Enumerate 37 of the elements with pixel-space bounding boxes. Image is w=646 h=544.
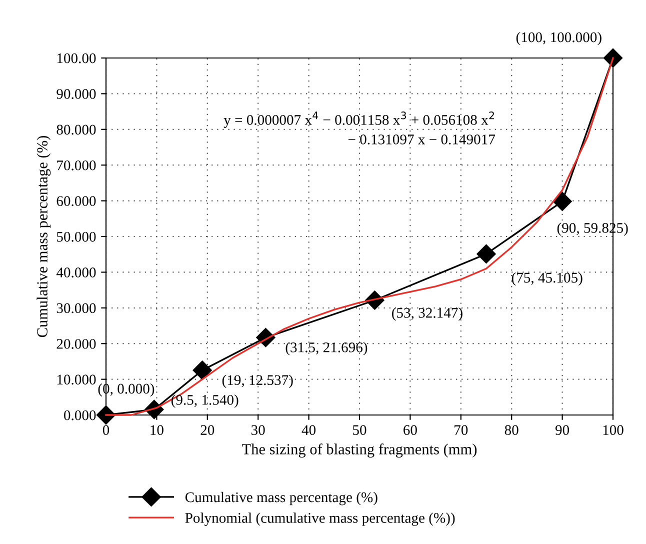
x-tick-label: 60 <box>404 425 417 435</box>
y-tick-label: 20.000 <box>56 338 96 349</box>
annotation: (75, 45.105) <box>512 272 582 286</box>
legend-label: Cumulative mass percentage (%) <box>185 492 378 506</box>
x-tick-label: 10 <box>150 425 164 435</box>
y-tick-label: 90.000 <box>56 89 96 99</box>
annotation: (9.5, 1.540) <box>171 394 238 408</box>
x-tick-label: 70 <box>454 425 468 435</box>
y-tick-label: 60.000 <box>56 196 96 206</box>
x-tick-label: 0 <box>102 425 110 435</box>
y-tick-label: 0.000 <box>64 410 96 420</box>
point <box>552 192 572 211</box>
y-axis-title: Cumulative mass percentage (%) <box>36 136 51 338</box>
x-tick-label: 80 <box>504 425 518 435</box>
point <box>192 360 212 380</box>
y-tick-label: 50.000 <box>57 232 96 242</box>
x-tick-label: 100 <box>603 425 624 435</box>
text: y = 0.000007 x$^{4}$ − 0.001158 x$^{3}$ + 0.056108 x$^{2}$ − 0.131097 x − 0.149017 <box>224 112 495 144</box>
y-tick-label: 80.000 <box>56 124 96 135</box>
x-tick-label: 20 <box>200 425 214 435</box>
annotation: (31.5, 21.696) <box>286 342 368 356</box>
x-tick-label: 50 <box>353 425 366 435</box>
annotation: (19, 12.537) <box>222 374 293 388</box>
y-tick-label: 70.000 <box>57 160 96 170</box>
y-tick-label: 40.000 <box>56 268 96 278</box>
x-tick-label: 40 <box>302 425 316 435</box>
x-tick-label: 90 <box>555 425 570 435</box>
y-tick-label: 10.000 <box>57 374 96 385</box>
point <box>603 48 623 68</box>
legend-label: Polynomial (cumulative mass percentage (%)) <box>185 512 455 526</box>
x-tick-label: 30 <box>252 425 265 435</box>
x-axis-title: The sizing of blasting fragments (mm) <box>242 444 477 458</box>
annotation: (53, 32.147) <box>392 308 462 321</box>
annotation: (100, 100.000) <box>516 32 602 46</box>
point <box>476 244 496 264</box>
y-tick-label: 100.00 <box>57 53 96 64</box>
y-tick-label: 30.000 <box>56 303 96 314</box>
